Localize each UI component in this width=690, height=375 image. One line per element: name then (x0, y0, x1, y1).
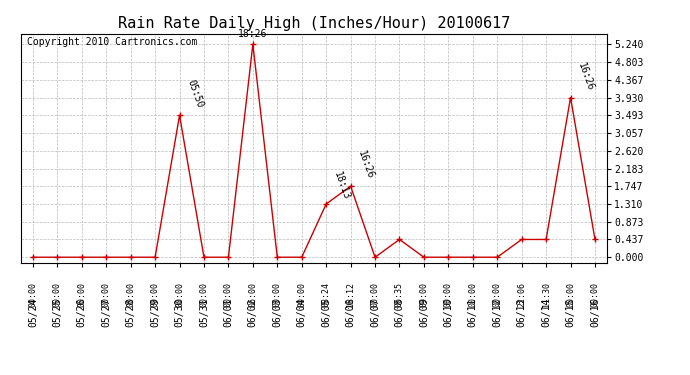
Text: 18:13: 18:13 (332, 170, 351, 201)
Text: 18:26: 18:26 (238, 29, 268, 39)
Text: 18:12: 18:12 (346, 282, 355, 307)
Text: 08:24: 08:24 (322, 282, 331, 307)
Text: 00:00: 00:00 (297, 282, 306, 307)
Text: 00:00: 00:00 (224, 282, 233, 307)
Text: Copyright 2010 Cartronics.com: Copyright 2010 Cartronics.com (26, 37, 197, 47)
Text: 00:00: 00:00 (566, 282, 575, 307)
Text: 00:00: 00:00 (591, 282, 600, 307)
Text: 05:50: 05:50 (185, 79, 204, 110)
Text: 16:26: 16:26 (356, 150, 375, 181)
Text: 00:00: 00:00 (273, 282, 282, 307)
Text: 00:00: 00:00 (53, 282, 62, 307)
Title: Rain Rate Daily High (Inches/Hour) 20100617: Rain Rate Daily High (Inches/Hour) 20100… (118, 16, 510, 31)
Text: 00:00: 00:00 (150, 282, 159, 307)
Text: 00:00: 00:00 (469, 282, 477, 307)
Text: 16:26: 16:26 (576, 61, 595, 92)
Text: 00:00: 00:00 (371, 282, 380, 307)
Text: 06:00: 06:00 (248, 282, 257, 307)
Text: 00:00: 00:00 (28, 282, 37, 307)
Text: 00:00: 00:00 (199, 282, 208, 307)
Text: 00:00: 00:00 (493, 282, 502, 307)
Text: 09:00: 09:00 (420, 282, 428, 307)
Text: 11:30: 11:30 (542, 282, 551, 307)
Text: 00:00: 00:00 (175, 282, 184, 307)
Text: 06:35: 06:35 (395, 282, 404, 307)
Text: 00:00: 00:00 (126, 282, 135, 307)
Text: 00:00: 00:00 (101, 282, 110, 307)
Text: 22:06: 22:06 (518, 282, 526, 307)
Text: 00:00: 00:00 (77, 282, 86, 307)
Text: 00:00: 00:00 (444, 282, 453, 307)
